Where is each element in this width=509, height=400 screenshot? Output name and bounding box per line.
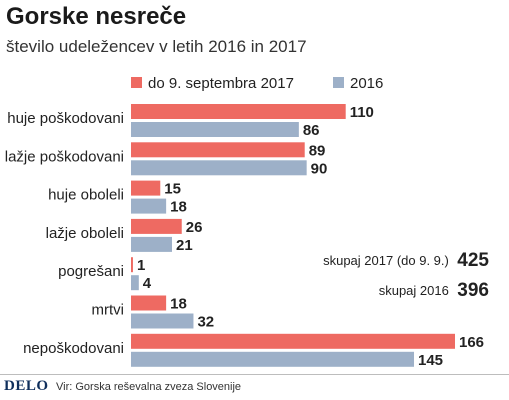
- category-label: pogrešani: [58, 263, 124, 280]
- bars-area: huje poškodovani 110 86 lažje poškodovani 89…: [5, 104, 484, 369]
- value-label-2017: 110: [350, 104, 374, 121]
- chart-title: Gorske nesreče: [6, 3, 187, 30]
- category-label: nepoškodovani: [23, 340, 124, 357]
- bar-2017: [131, 218, 182, 234]
- legend-label-0: do 9. septembra 2017: [148, 75, 294, 92]
- total-label-2016: skupaj 2016: [378, 283, 449, 298]
- total-value-2016: 396: [457, 280, 489, 301]
- totals-block: skupaj 2017 (do 9. 9.) 425 skupaj 2016 3…: [269, 248, 489, 308]
- total-row-2016: skupaj 2016 396: [269, 278, 489, 308]
- footer-divider: [0, 374, 509, 375]
- value-label-2017: 166: [459, 334, 484, 351]
- bar-chart: do 9. septembra 2017 2016 huje poškodovan…: [5, 75, 484, 369]
- bar-2017: [131, 142, 305, 158]
- bar-2017: [131, 180, 161, 196]
- category-label: mrtvi: [92, 302, 125, 319]
- value-label-2016: 90: [311, 160, 328, 177]
- value-label-2016: 32: [197, 314, 214, 331]
- legend-label-1: 2016: [350, 75, 383, 92]
- delo-logo: DELO: [4, 378, 49, 394]
- value-label-2016: 145: [418, 352, 443, 369]
- value-label-2017: 89: [309, 142, 326, 159]
- value-label-2016: 18: [170, 199, 187, 216]
- value-label-2017: 26: [186, 219, 203, 236]
- value-label-2016: 86: [303, 122, 320, 139]
- value-label-2016: 21: [176, 237, 193, 254]
- legend-swatch-0: [131, 77, 142, 88]
- bar-2017: [131, 333, 455, 349]
- category-label: lažje oboleli: [46, 225, 124, 242]
- bar-2016: [131, 351, 415, 367]
- value-label-2016: 4: [143, 275, 152, 292]
- source-note: Vir: Gorska reševalna zveza Slovenije: [56, 381, 242, 393]
- value-label-2017: 15: [164, 181, 181, 198]
- category-label: huje oboleli: [48, 187, 124, 204]
- bar-2017: [131, 295, 167, 311]
- category-label: huje poškodovani: [7, 110, 124, 127]
- legend-swatch-1: [333, 77, 344, 88]
- legend: do 9. septembra 2017 2016: [131, 75, 383, 92]
- total-label-2017: skupaj 2017 (do 9. 9.): [323, 253, 449, 268]
- total-value-2017: 425: [457, 250, 489, 271]
- bar-2016: [131, 122, 299, 137]
- value-label-2017: 1: [137, 257, 145, 274]
- chart-subtitle: število udeležencev v letih 2016 in 2017: [6, 37, 307, 56]
- bar-2016: [131, 313, 194, 329]
- bar-2016: [131, 236, 172, 252]
- category-label: lažje poškodovani: [5, 148, 124, 165]
- bar-2016: [131, 275, 139, 291]
- bar-2017: [131, 104, 346, 119]
- bar-2016: [131, 198, 167, 214]
- bar-2017: [131, 257, 133, 273]
- bar-2016: [131, 160, 307, 176]
- value-label-2017: 18: [170, 296, 187, 313]
- total-row-2017: skupaj 2017 (do 9. 9.) 425: [269, 248, 489, 278]
